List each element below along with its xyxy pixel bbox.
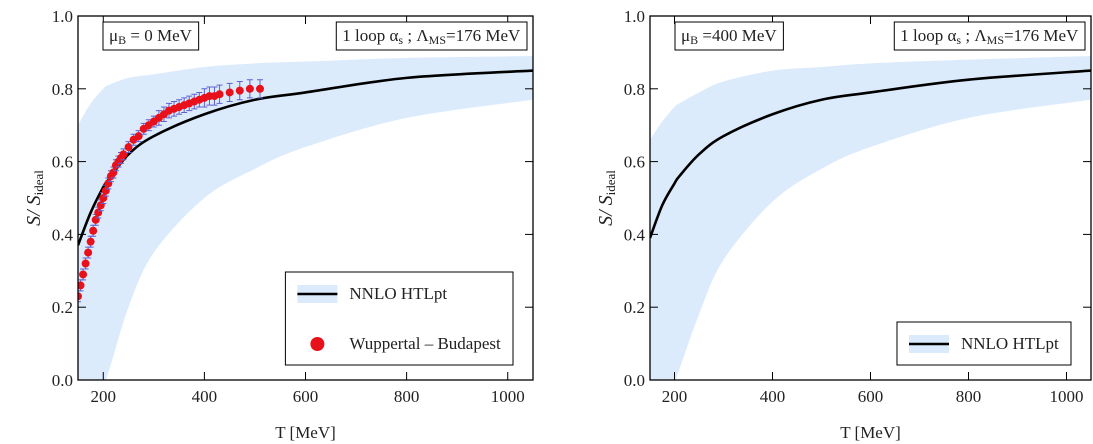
x-tick-label: 400 bbox=[192, 387, 218, 406]
band bbox=[650, 56, 1091, 380]
annotation-box bbox=[893, 21, 1086, 51]
y-tick-label: 0.8 bbox=[624, 80, 645, 99]
text-part: μ bbox=[109, 26, 118, 45]
legend-label: NNLO HTLpt bbox=[961, 334, 1059, 353]
subscript: ideal bbox=[31, 170, 46, 196]
y-tick-label: 1.0 bbox=[52, 7, 73, 26]
data-point bbox=[225, 88, 234, 97]
legend-label: NNLO HTLpt bbox=[349, 284, 447, 303]
subscript: B bbox=[690, 33, 698, 47]
y-tick-label: 0.6 bbox=[52, 153, 73, 172]
data-point bbox=[78, 281, 85, 290]
x-tick-label: 200 bbox=[662, 387, 688, 406]
legend-swatch bbox=[310, 337, 325, 351]
annotation: μB =400 MeV bbox=[674, 21, 784, 51]
data-point bbox=[124, 143, 133, 152]
y-tick-label: 0.0 bbox=[52, 371, 73, 390]
y-tick-label: 0.6 bbox=[624, 153, 645, 172]
data-point bbox=[79, 270, 88, 279]
data-point bbox=[134, 132, 143, 141]
annotation-text: μB = 0 MeV bbox=[109, 26, 193, 47]
data-point bbox=[84, 248, 93, 257]
text-part: 1 loop α bbox=[900, 26, 956, 45]
text-part: 1 loop α bbox=[342, 26, 398, 45]
annotation-box bbox=[102, 21, 200, 51]
annotation-text: μB =400 MeV bbox=[681, 26, 777, 47]
x-axis-label: T [MeV] bbox=[275, 423, 336, 442]
x-axis-label: T [MeV] bbox=[840, 423, 901, 442]
x-tick-label: 600 bbox=[858, 387, 884, 406]
data-point bbox=[215, 90, 224, 99]
annotation-text: 1 loop αs ; ΛMS=176 MeV bbox=[342, 26, 521, 47]
x-tick-label: 1000 bbox=[491, 387, 525, 406]
y-tick-label: 0.8 bbox=[52, 80, 73, 99]
text-part: ; Λ bbox=[403, 26, 429, 45]
x-tick-label: 800 bbox=[394, 387, 420, 406]
x-tick-label: 600 bbox=[293, 387, 319, 406]
annotation: 1 loop αs ; ΛMS=176 MeV bbox=[893, 21, 1086, 51]
line bbox=[78, 69, 533, 246]
data-point bbox=[81, 259, 90, 268]
annotation: μB = 0 MeV bbox=[102, 21, 200, 51]
legend-entries: NNLO HTLpt Wuppertal – Budapest bbox=[297, 284, 501, 353]
annotation-box bbox=[674, 21, 784, 51]
text-part: =176 MeV bbox=[1004, 26, 1079, 45]
subscript: s bbox=[398, 33, 403, 47]
legend-label: Wuppertal – Budapest bbox=[349, 334, 501, 353]
annotation-text: 1 loop αs ; ΛMS=176 MeV bbox=[900, 26, 1079, 47]
data-point bbox=[89, 226, 98, 235]
y-tick-label: 0.4 bbox=[52, 225, 74, 244]
x-tick-label: 1000 bbox=[1050, 387, 1084, 406]
y-axis-label: S/ Sideal bbox=[595, 170, 618, 226]
text-part: S/ S bbox=[23, 195, 45, 226]
legend-entries: NNLO HTLpt bbox=[908, 334, 1059, 353]
text-part: = 0 MeV bbox=[126, 26, 192, 45]
y-tick-label: 0.2 bbox=[624, 298, 645, 317]
plot-area bbox=[650, 56, 1091, 380]
text-part: =400 MeV bbox=[698, 26, 777, 45]
data-point bbox=[235, 86, 244, 95]
y-axis-label: S/ Sideal bbox=[23, 170, 46, 226]
panel: 200 400 600 800 1000 0.0 0.2 0.4 0.6 0.8 1.0 T [MeV… bbox=[595, 7, 1092, 442]
subscript: MS bbox=[987, 33, 1004, 47]
y-tick-label: 0.4 bbox=[624, 225, 646, 244]
plot-area bbox=[78, 56, 533, 380]
data-point bbox=[86, 237, 95, 246]
data-point bbox=[256, 84, 264, 93]
subscript: s bbox=[956, 33, 961, 47]
annotation: 1 loop αs ; ΛMS=176 MeV bbox=[335, 21, 528, 51]
x-tick-label: 200 bbox=[91, 387, 117, 406]
annotation-box bbox=[335, 21, 528, 51]
text-part: S/ S bbox=[595, 195, 617, 226]
band bbox=[78, 56, 533, 380]
panel: 200 400 600 800 1000 0.0 0.2 0.4 0.6 0.8 1.0 T [MeV… bbox=[23, 7, 534, 442]
line bbox=[650, 69, 1091, 239]
text-part: ; Λ bbox=[961, 26, 987, 45]
subscript: ideal bbox=[603, 170, 618, 196]
subscript: B bbox=[118, 33, 126, 47]
subscript: MS bbox=[429, 33, 446, 47]
y-tick-label: 1.0 bbox=[624, 7, 645, 26]
data-point bbox=[245, 84, 254, 93]
legend: NNLO HTLpt bbox=[896, 321, 1072, 366]
legend: NNLO HTLpt Wuppertal – Budapest bbox=[284, 271, 514, 366]
x-tick-label: 400 bbox=[760, 387, 786, 406]
data-point bbox=[78, 292, 82, 301]
y-tick-label: 0.2 bbox=[52, 298, 73, 317]
data-point bbox=[119, 150, 128, 159]
text-part: μ bbox=[681, 26, 690, 45]
y-tick-label: 0.0 bbox=[624, 371, 645, 390]
x-tick-label: 800 bbox=[956, 387, 982, 406]
text-part: =176 MeV bbox=[446, 26, 521, 45]
